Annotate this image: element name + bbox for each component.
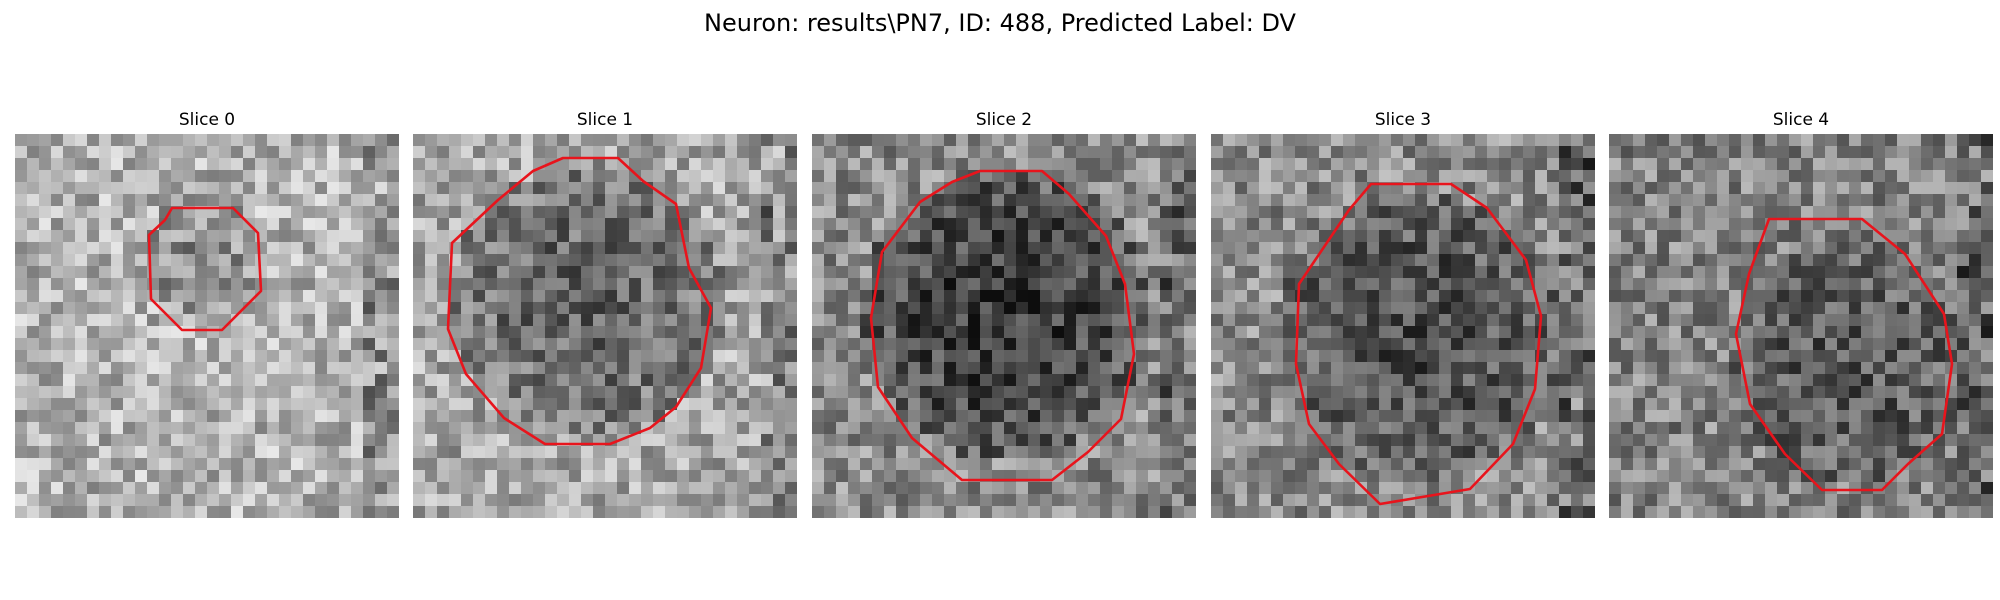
slice-panel-1: Slice 1 bbox=[413, 108, 797, 518]
slice-title: Slice 4 bbox=[1772, 110, 1830, 130]
slice-title: Slice 0 bbox=[178, 110, 236, 130]
slice-panel-2: Slice 2 bbox=[812, 108, 1196, 518]
neuron-contour bbox=[869, 169, 1136, 482]
slice-image-0 bbox=[15, 134, 399, 518]
slice-panel-4: Slice 4 bbox=[1609, 108, 1993, 518]
slice-image-1 bbox=[413, 134, 797, 518]
neuron-contour bbox=[1734, 217, 1954, 492]
neuron-contour bbox=[147, 206, 263, 332]
slice-image-2 bbox=[812, 134, 1196, 518]
slice-image-3 bbox=[1211, 134, 1595, 518]
figure-title: Neuron: results\PN7, ID: 488, Predicted … bbox=[704, 9, 1296, 37]
slice-panel-0: Slice 0 bbox=[15, 108, 399, 518]
slice-title: Slice 2 bbox=[975, 110, 1033, 130]
neuron-contour bbox=[446, 156, 713, 446]
slice-title: Slice 1 bbox=[576, 110, 634, 130]
neuron-contour bbox=[1294, 182, 1543, 506]
slice-title: Slice 3 bbox=[1374, 110, 1432, 130]
slice-image-4 bbox=[1609, 134, 1993, 518]
slice-panel-3: Slice 3 bbox=[1211, 108, 1595, 518]
